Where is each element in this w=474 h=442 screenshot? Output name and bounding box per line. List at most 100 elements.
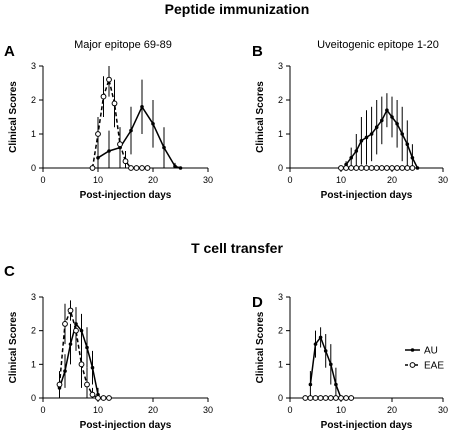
data-point bbox=[404, 165, 411, 171]
data-point bbox=[405, 142, 410, 146]
data-point bbox=[363, 165, 370, 171]
data-point bbox=[395, 122, 399, 126]
data-point bbox=[122, 158, 129, 165]
data-point bbox=[329, 362, 333, 367]
data-point bbox=[144, 165, 151, 171]
data-point bbox=[368, 165, 375, 171]
y-tick-label: 0 bbox=[278, 393, 283, 403]
series-line bbox=[97, 105, 181, 169]
data-point bbox=[79, 328, 84, 333]
panel-letter: A bbox=[4, 43, 15, 60]
data-point bbox=[349, 156, 354, 160]
data-point bbox=[107, 149, 111, 153]
data-point bbox=[353, 165, 360, 171]
x-tick-label: 0 bbox=[287, 175, 292, 185]
data-point bbox=[385, 108, 389, 112]
data-point bbox=[95, 395, 101, 401]
panel-letter: B bbox=[252, 43, 263, 60]
x-axis-label: Post-injection days bbox=[80, 420, 172, 431]
x-tick-label: 20 bbox=[387, 405, 397, 415]
y-tick-label: 3 bbox=[278, 61, 283, 71]
x-axis-label: Post-injection days bbox=[321, 420, 413, 431]
x-tick-label: 10 bbox=[93, 175, 103, 185]
data-point bbox=[67, 307, 74, 314]
legend-marker bbox=[409, 362, 416, 368]
data-point bbox=[151, 122, 155, 126]
data-point bbox=[373, 165, 380, 171]
data-point bbox=[307, 395, 314, 401]
data-point bbox=[327, 395, 334, 401]
data-point bbox=[400, 132, 405, 136]
x-tick-label: 30 bbox=[203, 175, 213, 185]
data-point bbox=[338, 165, 344, 171]
x-tick-label: 20 bbox=[387, 175, 397, 185]
data-point bbox=[56, 381, 63, 388]
y-tick-label: 3 bbox=[31, 292, 36, 302]
panel-title: Major epitope 69-89 bbox=[74, 39, 172, 51]
data-point bbox=[129, 128, 133, 133]
series-eae bbox=[338, 165, 416, 171]
x-tick-label: 0 bbox=[40, 175, 45, 185]
data-point bbox=[410, 156, 415, 160]
y-tick-label: 2 bbox=[31, 95, 36, 105]
x-tick-label: 20 bbox=[148, 405, 158, 415]
data-point bbox=[409, 165, 416, 171]
section-title-tcell: T cell transfer bbox=[191, 240, 283, 256]
data-point bbox=[348, 395, 355, 401]
data-point bbox=[133, 165, 140, 171]
data-point bbox=[178, 166, 183, 170]
panel-c: C 0 10 20 30 0 1 2 3 Post-injection days Clinical … bbox=[4, 263, 213, 431]
data-point bbox=[84, 381, 90, 388]
y-axis-label: Clinical Scores bbox=[8, 311, 19, 383]
x-tick-label: 30 bbox=[438, 175, 448, 185]
data-point bbox=[78, 361, 85, 368]
x-tick-label: 10 bbox=[336, 175, 346, 185]
data-point bbox=[128, 165, 134, 171]
panel-d: D 0 10 20 30 0 1 2 3 Post-injection days Clinical … bbox=[252, 292, 448, 431]
data-point bbox=[378, 165, 385, 171]
data-point bbox=[73, 327, 79, 334]
x-tick-label: 0 bbox=[40, 405, 45, 415]
data-point bbox=[323, 349, 328, 353]
data-point bbox=[343, 395, 350, 401]
series-au bbox=[57, 307, 100, 398]
data-point bbox=[68, 342, 73, 346]
series-eae bbox=[302, 395, 355, 401]
data-point bbox=[338, 395, 344, 401]
x-tick-label: 30 bbox=[203, 405, 213, 415]
data-point bbox=[96, 156, 100, 160]
y-tick-label: 2 bbox=[278, 95, 283, 105]
data-point bbox=[90, 365, 95, 370]
data-point bbox=[318, 335, 323, 340]
data-point bbox=[117, 141, 123, 148]
data-point bbox=[106, 76, 112, 83]
data-point bbox=[364, 135, 369, 140]
y-tick-label: 3 bbox=[278, 292, 283, 302]
data-point bbox=[384, 165, 390, 171]
y-tick-label: 1 bbox=[278, 129, 283, 139]
panel-letter: C bbox=[4, 263, 15, 280]
y-axis-label: Clinical Scores bbox=[8, 81, 19, 153]
x-tick-label: 10 bbox=[336, 405, 346, 415]
legend-label: AU bbox=[424, 346, 438, 357]
data-point bbox=[354, 149, 359, 153]
data-point bbox=[100, 93, 107, 100]
data-point bbox=[380, 118, 384, 123]
data-point bbox=[369, 132, 374, 136]
y-tick-label: 1 bbox=[31, 129, 36, 139]
data-point bbox=[111, 100, 118, 107]
data-point bbox=[390, 115, 394, 119]
data-point bbox=[359, 139, 364, 143]
data-point bbox=[302, 395, 309, 401]
data-point bbox=[334, 382, 338, 387]
y-tick-label: 0 bbox=[278, 163, 283, 173]
data-point bbox=[317, 395, 324, 401]
data-point bbox=[89, 165, 96, 171]
section-title-peptide: Peptide immunization bbox=[165, 1, 310, 17]
data-point bbox=[89, 391, 96, 398]
x-tick-label: 0 bbox=[287, 405, 292, 415]
data-point bbox=[322, 395, 329, 401]
series-eae bbox=[89, 66, 151, 171]
y-axis-label: Clinical Scores bbox=[255, 311, 266, 383]
